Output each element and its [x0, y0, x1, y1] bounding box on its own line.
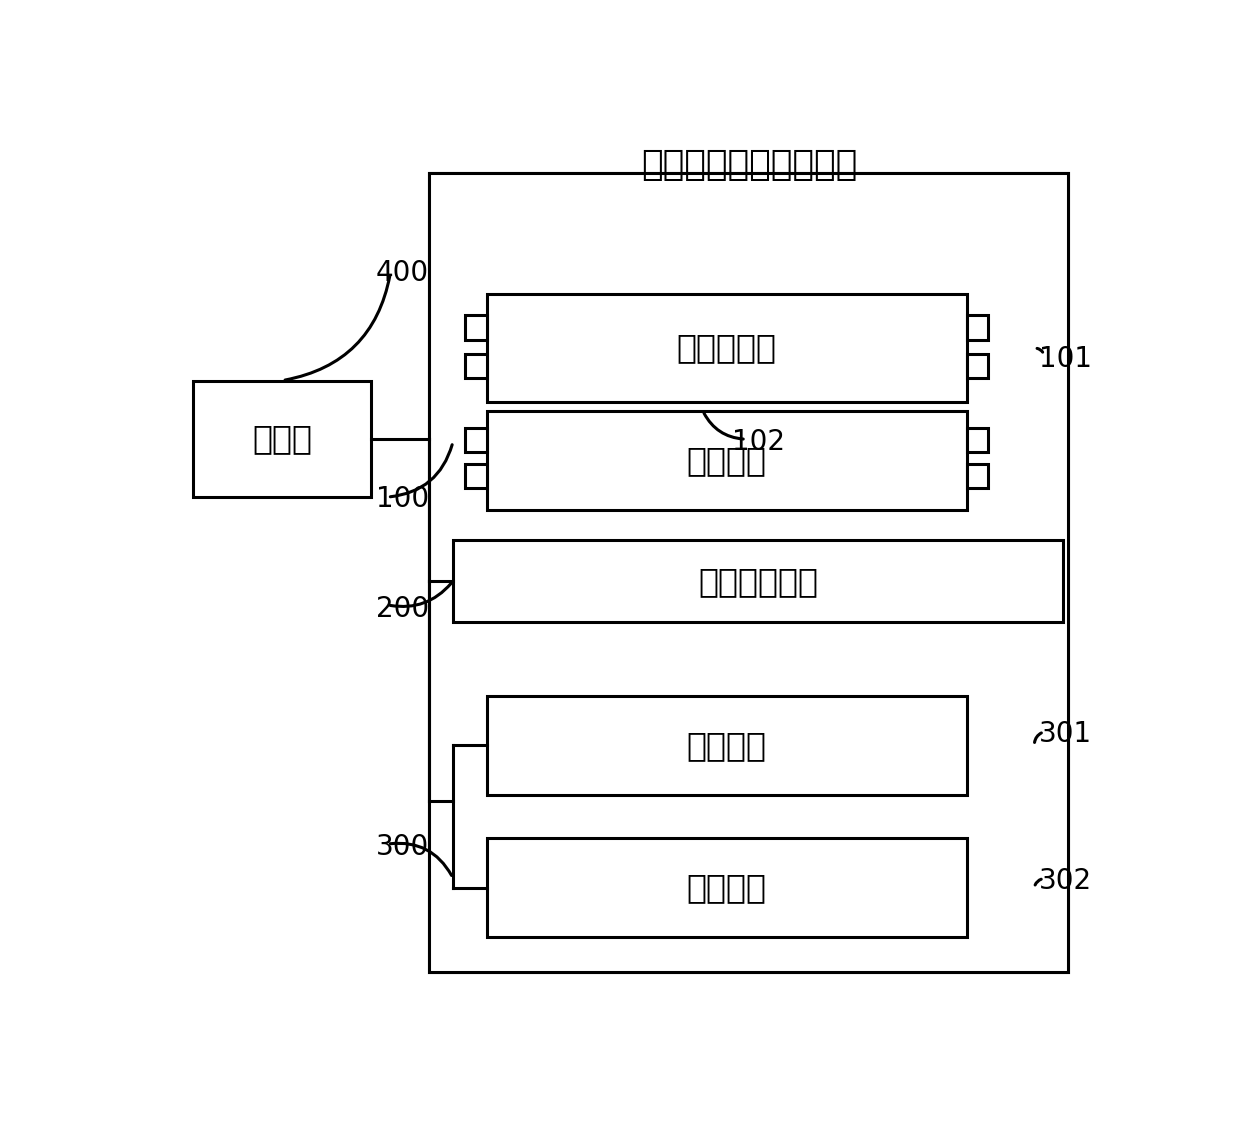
Bar [486, 410, 967, 510]
Bar [967, 315, 988, 340]
Text: 101: 101 [1039, 345, 1092, 373]
Bar [465, 354, 486, 379]
Bar [486, 839, 967, 937]
Bar [967, 354, 988, 379]
Bar [465, 464, 486, 488]
Text: 400: 400 [376, 259, 429, 287]
Bar [453, 648, 1034, 954]
Text: 通信模块: 通信模块 [687, 729, 766, 761]
Text: 100: 100 [376, 484, 429, 512]
Text: 联轴器对轮找中心装置: 联轴器对轮找中心装置 [641, 148, 857, 182]
Text: 联轴器: 联轴器 [252, 423, 312, 455]
Bar [486, 294, 967, 402]
Bar [429, 174, 1068, 972]
Bar [465, 428, 486, 453]
Bar [453, 212, 1034, 519]
Bar [967, 464, 988, 488]
Text: 300: 300 [376, 833, 429, 861]
Bar [193, 380, 371, 497]
Bar [486, 695, 967, 795]
Bar [465, 315, 486, 340]
Text: 302: 302 [1039, 868, 1092, 896]
Bar [453, 540, 1063, 622]
Text: 位置开关: 位置开关 [687, 444, 766, 476]
Text: 102: 102 [732, 428, 785, 456]
Text: 301: 301 [1039, 721, 1092, 749]
Bar [967, 428, 988, 453]
Text: 显示模块: 显示模块 [687, 871, 766, 905]
Bar [429, 174, 1068, 972]
Text: 电子百分表: 电子百分表 [677, 332, 776, 364]
Text: 200: 200 [376, 595, 429, 623]
Text: 数据处理单元: 数据处理单元 [698, 565, 818, 597]
